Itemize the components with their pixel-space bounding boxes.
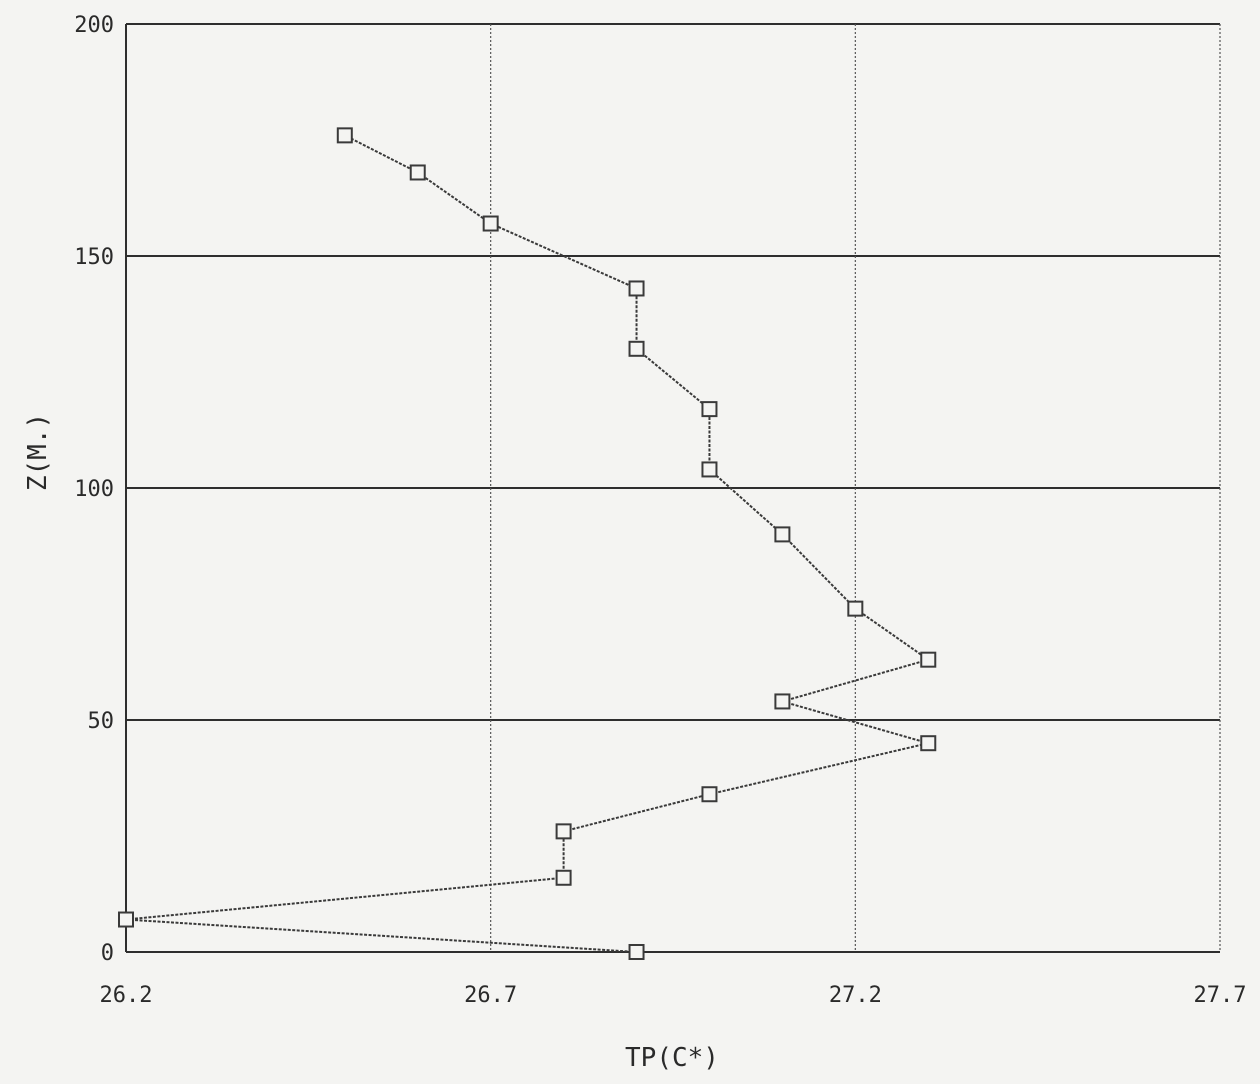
data-point-marker-9 xyxy=(774,526,791,543)
x-tick-label-2: 27.2 xyxy=(829,983,882,1008)
y-tick-label-4: 200 xyxy=(74,13,114,38)
x-tick-label-3: 27.7 xyxy=(1194,983,1247,1008)
series-segment-6 xyxy=(782,658,929,703)
data-point-marker-2 xyxy=(555,869,572,886)
data-point-marker-10 xyxy=(701,461,718,478)
series-0 xyxy=(118,127,937,960)
data-point-marker-3 xyxy=(555,823,572,840)
x-axis-label: TP(C*) xyxy=(625,1043,719,1073)
y-axis-label: Z(M.) xyxy=(23,413,53,491)
y-tick-label-2: 100 xyxy=(74,477,114,502)
y-tick-label-0: 0 xyxy=(101,941,114,966)
y-tick-label-3: 150 xyxy=(74,245,114,270)
grid xyxy=(125,23,1221,953)
tick-labels: 0 50 100 150 200 26.2 26.7 27.2 27.7 xyxy=(74,13,1246,1008)
series-segment-0 xyxy=(125,918,637,953)
x-tick-label-1: 26.7 xyxy=(464,983,517,1008)
series-segment-5 xyxy=(782,700,929,745)
data-point-marker-6 xyxy=(774,693,791,710)
y-tick-label-1: 50 xyxy=(88,709,115,734)
series-segment-11 xyxy=(635,348,711,410)
series-segment-1 xyxy=(125,876,564,921)
data-point-marker-8 xyxy=(847,600,864,617)
series-segment-9 xyxy=(708,468,784,536)
data-point-marker-4 xyxy=(701,786,718,803)
series-segment-4 xyxy=(709,742,929,796)
data-point-marker-0 xyxy=(628,944,645,960)
series-layer xyxy=(118,127,937,960)
data-point-marker-13 xyxy=(628,280,645,297)
series-segment-8 xyxy=(781,533,857,610)
data-point-marker-5 xyxy=(920,735,937,752)
data-point-marker-15 xyxy=(409,164,426,181)
data-point-marker-11 xyxy=(701,401,718,418)
x-tick-label-0: 26.2 xyxy=(100,983,153,1008)
series-segment-13 xyxy=(490,222,637,290)
series-segment-14 xyxy=(417,171,492,225)
series-segment-15 xyxy=(344,134,419,174)
series-segment-3 xyxy=(563,793,710,833)
series-segment-7 xyxy=(854,607,929,661)
data-point-marker-14 xyxy=(482,215,499,232)
data-point-marker-1 xyxy=(118,911,134,928)
data-point-marker-16 xyxy=(336,127,353,144)
data-point-marker-7 xyxy=(920,651,937,668)
data-point-marker-12 xyxy=(628,340,645,357)
